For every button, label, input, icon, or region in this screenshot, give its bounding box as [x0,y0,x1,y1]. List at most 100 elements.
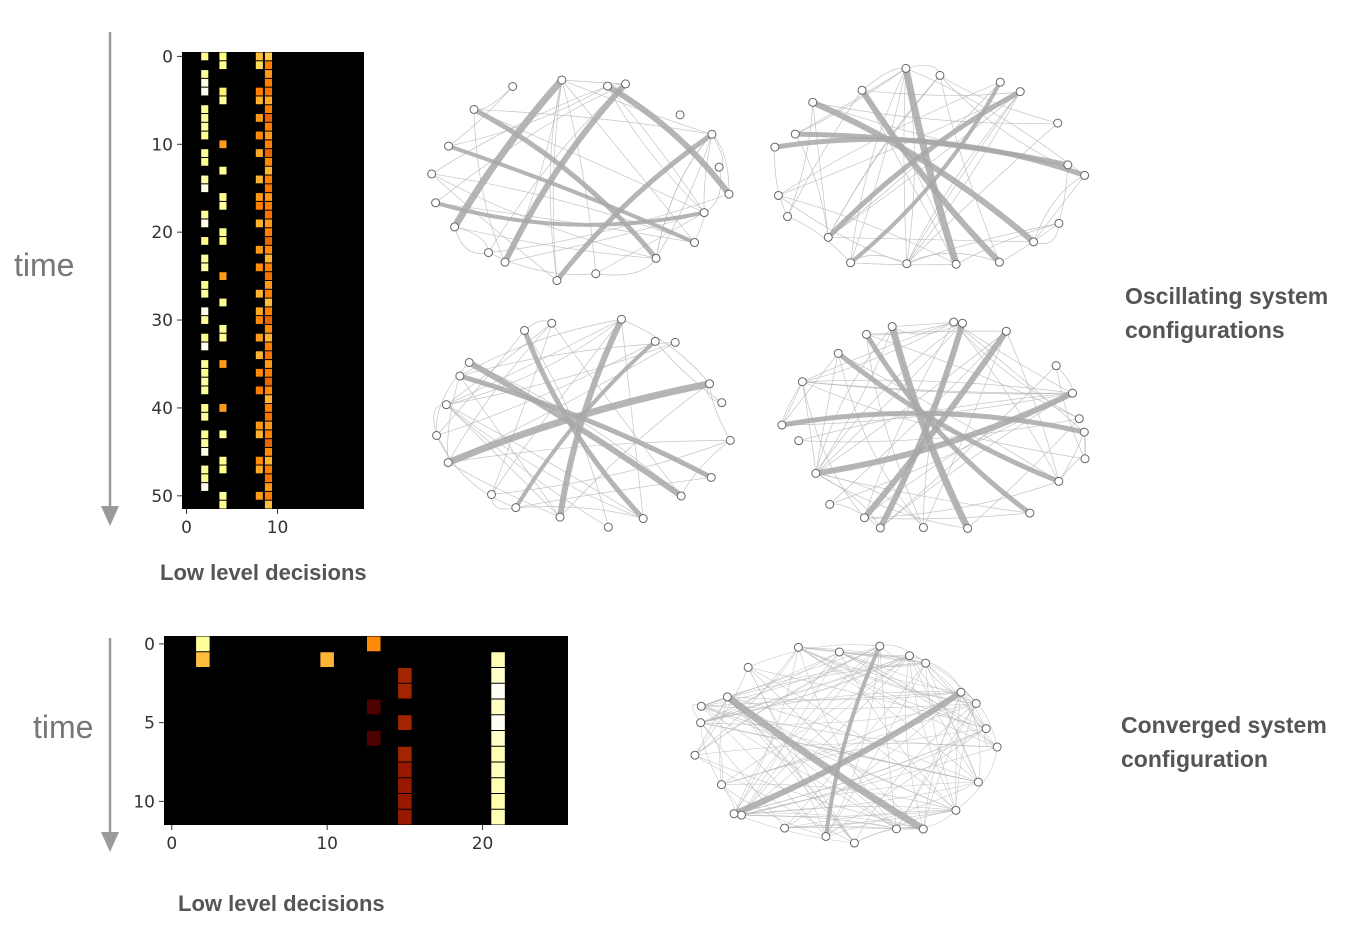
heatmap-1-cell [219,491,227,500]
x-tick-label: 10 [267,518,289,538]
network-edge [549,79,563,281]
network-edge [741,728,987,816]
heatmap-1-cell [255,289,263,298]
oscillating-label-line2: configurations [1125,317,1285,343]
network-node [887,322,897,332]
network-node [690,238,700,248]
y-tick-label: 0 [162,47,173,67]
network-edge [491,323,553,495]
network-oscillating-4 [777,317,1090,533]
network-node [963,523,973,533]
network-edge [906,91,1021,264]
network-node [743,662,753,672]
network-edge [748,667,987,729]
heatmap-1-cell [264,140,272,149]
network-edge-strong [825,89,1023,240]
network-edge-strong [859,87,1003,266]
heatmap-1-cell [201,131,209,140]
network-node [973,777,983,787]
network-edge [700,722,979,783]
network-node [443,458,453,468]
network-edge [719,696,728,785]
heatmap-1-cell [264,386,272,395]
heatmap-2-cell [398,746,412,762]
network-node [825,499,835,509]
heatmap-1-cell [255,263,263,272]
network-edge [741,806,956,816]
heatmap-1-cell [264,404,272,412]
network-edge [700,651,840,723]
network-edge [774,147,788,217]
heatmap-1-cell [201,184,209,193]
network-node [957,318,967,328]
network-edge [827,75,941,238]
heatmap-1-cell [264,298,272,307]
network-edge [433,404,447,436]
network-node [956,687,966,697]
network-node [981,724,991,734]
heatmap-1-cell [264,114,272,122]
network-node [651,253,661,263]
network-edge [446,404,644,519]
network-edge [825,663,926,837]
heatmap-1-cell [255,307,263,316]
heatmap-2-cell [491,794,505,809]
network-edge [815,473,881,529]
network-node [902,259,912,269]
network-edge [955,703,977,811]
heatmap-2-cell [491,762,505,778]
network-edge [837,353,924,528]
network-edge [925,662,987,729]
network-edge [909,655,962,693]
network-edge [701,706,957,811]
network-node [520,325,530,335]
network-edge [812,102,1058,124]
network-edge [551,322,682,497]
network-edge [721,783,956,811]
heatmap-2-background [164,636,568,825]
network-edge [694,754,924,830]
network-edge-strong [812,390,1076,477]
time-label-top: time [14,247,74,283]
heatmap-2-cell [491,715,505,730]
network-node [1029,237,1039,247]
network-node [500,257,510,267]
network-node [621,79,631,89]
network-node [861,329,871,339]
heatmap-1-cell [264,263,272,272]
network-node [603,522,613,532]
network-node [638,514,648,524]
heatmap-1-cell [219,201,227,210]
network-edge [561,79,626,85]
converged-label-line1: Converged system [1121,712,1327,738]
network-edge [953,321,1080,419]
network-edge [815,322,963,474]
network-edge [955,223,1059,265]
network-node [729,809,739,819]
network-node [1080,454,1090,464]
network-edge [447,462,561,518]
network-edge [778,195,907,265]
network-edge [905,68,1085,176]
heatmap-1-cell [255,368,263,377]
heatmap-1-cell [255,131,263,140]
network-edge [909,655,979,783]
network-edge [798,647,977,704]
heatmap-1-cell [201,360,209,368]
heatmap-1-cell [219,324,227,333]
network-node [616,314,626,324]
network-edge [909,655,979,783]
network-node [547,318,557,328]
network-edge [1058,431,1085,482]
heatmap-1-cell [201,114,209,122]
network-edge [784,810,956,829]
network-edge [787,102,814,217]
network-edge [798,647,977,704]
heatmap-1-cell [264,193,272,201]
network-edge [446,318,622,405]
heatmap-1-cell [201,210,209,219]
heatmap-2-cell [320,652,334,667]
network-edge [515,477,712,508]
heatmap-1-cell [201,368,209,377]
network-node [591,269,601,279]
